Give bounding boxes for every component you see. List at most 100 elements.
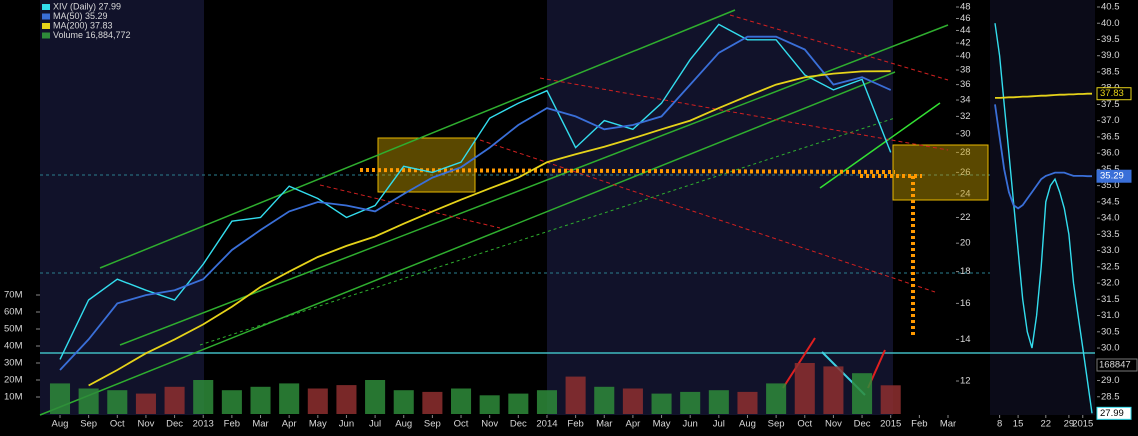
x-tick-label: Feb <box>911 419 927 430</box>
last-value-label: 37.83 <box>1100 88 1124 99</box>
channel-line <box>729 14 949 81</box>
x-tick-label: Sep <box>424 419 441 430</box>
x-tick-label: May <box>309 419 327 430</box>
trend-line <box>819 102 941 189</box>
y-tick-label: 31.0 <box>1101 310 1120 321</box>
x-tick-label: 2014 <box>536 419 557 430</box>
volume-bar <box>250 386 271 414</box>
volume-bar <box>135 393 156 414</box>
y-tick-label: 38.5 <box>1101 66 1120 77</box>
y-tick-label: 35.0 <box>1101 180 1120 191</box>
last-value-label: 35.29 <box>1100 171 1124 182</box>
y-tick-label: 36.0 <box>1101 148 1120 159</box>
y-tick-label: 33.0 <box>1101 245 1120 256</box>
x-tick-label: Jun <box>339 419 354 430</box>
volume-bar <box>78 388 99 414</box>
series-line <box>995 92 1092 99</box>
x-tick-label: Dec <box>510 419 527 430</box>
volume-bar <box>307 388 328 414</box>
x-tick-label: Dec <box>854 419 871 430</box>
target-line <box>359 168 896 174</box>
highlight-box <box>377 137 476 193</box>
y2-tick-label: 40M <box>4 341 23 352</box>
y-tick-label: 37.5 <box>1101 99 1120 110</box>
series-line <box>88 70 891 387</box>
channel-line <box>479 139 936 293</box>
y-tick-label: 34.0 <box>1101 213 1120 224</box>
volume-bar <box>479 395 500 414</box>
y-tick-label: 39.5 <box>1101 34 1120 45</box>
last-value-box <box>1096 358 1138 372</box>
x-tick-label: Oct <box>110 419 125 430</box>
trend-line <box>199 117 896 346</box>
y2-tick-label: 60M <box>4 307 23 318</box>
channel-line <box>539 77 949 151</box>
x-tick-label: Oct <box>454 419 469 430</box>
trend-line <box>39 71 896 416</box>
y2-tick-label: 10M <box>4 392 23 403</box>
x-tick-label: Sep <box>80 419 97 430</box>
x-tick-label: Jul <box>713 419 725 430</box>
x-tick-label: Dec <box>166 419 183 430</box>
legend-swatch <box>42 32 50 39</box>
volume-bar <box>49 383 71 414</box>
x-tick-label: Aug <box>739 419 756 430</box>
volume-bar <box>193 380 214 414</box>
y-tick-label: 34.5 <box>1101 196 1120 207</box>
volume-bar <box>794 363 815 414</box>
x-tick-label: Jul <box>369 419 381 430</box>
y-tick-label: 39.0 <box>1101 50 1120 61</box>
series-line <box>994 104 1092 210</box>
x-tick-label: Nov <box>137 419 154 430</box>
x-tick-label: 8 <box>997 419 1002 430</box>
x-tick-label: Mar <box>940 419 956 430</box>
volume-bar <box>451 388 472 414</box>
last-value-label: 27.99 <box>1100 408 1124 419</box>
volume-bar <box>680 391 701 414</box>
y-tick-label: 32.0 <box>1101 278 1120 289</box>
trend-line <box>99 9 736 269</box>
volume-bar <box>164 386 185 414</box>
volume-bar <box>393 390 414 414</box>
legend-label: MA(50) 35.29 <box>53 11 108 21</box>
last-value-box <box>1096 406 1132 420</box>
volume-bar <box>107 390 128 414</box>
y-tick-label: 48 <box>960 2 971 13</box>
series-line <box>59 23 892 360</box>
volume-bar <box>422 391 443 414</box>
y2-tick-label: 70M <box>4 290 23 301</box>
y-tick-label: 14 <box>960 334 971 345</box>
volume-bar <box>565 376 586 414</box>
channel-line <box>319 184 501 229</box>
marks: 27.99 35.29 37.83 168847 <box>49 23 1138 420</box>
x-tick-label: Mar <box>252 419 268 430</box>
y-tick-label: 16 <box>960 298 971 309</box>
x-tick-label: Sep <box>768 419 785 430</box>
volume-bar <box>279 383 300 414</box>
y-tick-label: 30 <box>960 128 971 139</box>
y-tick-label: 34 <box>960 95 971 106</box>
x-tick-label: Apr <box>626 419 641 430</box>
x-tick-label: Apr <box>282 419 297 430</box>
x-tick-label: 2015 <box>1072 419 1093 430</box>
volume-bar <box>336 385 357 414</box>
volume-bar <box>651 393 672 414</box>
y-tick-label: 40 <box>960 51 971 62</box>
volume-bar <box>708 390 729 414</box>
volume-bar <box>594 386 615 414</box>
x-tick-label: Aug <box>52 419 69 430</box>
y-tick-label: 12 <box>960 376 971 387</box>
y-tick-label: 24 <box>960 189 971 200</box>
y2-tick-label: 50M <box>4 324 23 335</box>
last-value-box <box>1096 169 1132 183</box>
y-tick-label: 44 <box>960 25 971 36</box>
volume-bar <box>536 390 557 414</box>
series-line <box>994 23 1093 414</box>
legend-label: XIV (Daily) 27.99 <box>53 1 121 11</box>
y-tick-label: 36 <box>960 79 971 90</box>
volume-bar <box>766 383 787 414</box>
volume-bar <box>852 373 873 414</box>
x-tick-label: Jun <box>683 419 698 430</box>
